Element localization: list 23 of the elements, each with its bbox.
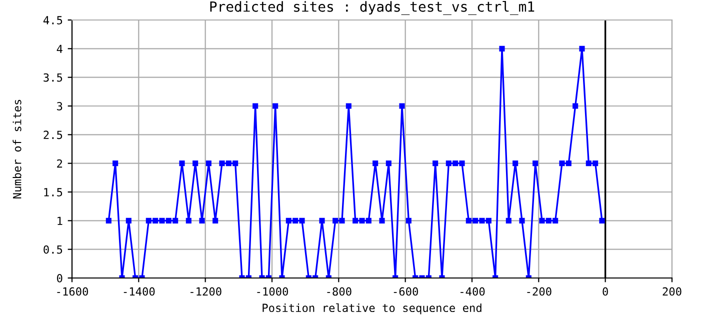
x-tick-label: 200 <box>662 287 682 296</box>
y-tick-label: 0.5 <box>44 245 62 254</box>
x-tick-label: -1600 <box>57 287 88 296</box>
x-tick-label: -1200 <box>190 287 222 296</box>
x-tick-label: -200 <box>527 287 552 296</box>
y-tick-label: 1 <box>58 216 62 225</box>
x-axis-title: Position relative to sequence end <box>262 303 482 314</box>
y-tick-label: 2.5 <box>44 130 62 140</box>
y-tick-label: 3.5 <box>44 73 62 82</box>
x-tick-label: -800 <box>327 287 352 296</box>
y-tick-label: 0 <box>57 274 62 282</box>
chart-title: Predicted sites : dyads_test_vs_ctrl_m1 <box>210 1 534 15</box>
x-tick-label: -600 <box>394 287 418 296</box>
y-tick-label: 3 <box>57 102 62 110</box>
y-tick-label: 4.5 <box>43 16 62 24</box>
x-tick-label: 0 <box>602 287 608 296</box>
x-tick-label: -400 <box>460 287 485 296</box>
y-axis-title: Number of sites <box>12 100 22 198</box>
x-tick-label: -1400 <box>124 287 155 296</box>
y-tick-label: 1.5 <box>44 188 62 196</box>
y-tick-label: 2 <box>57 159 62 168</box>
x-tick-label: -1000 <box>257 287 288 296</box>
y-tick-label: 4 <box>56 44 62 53</box>
